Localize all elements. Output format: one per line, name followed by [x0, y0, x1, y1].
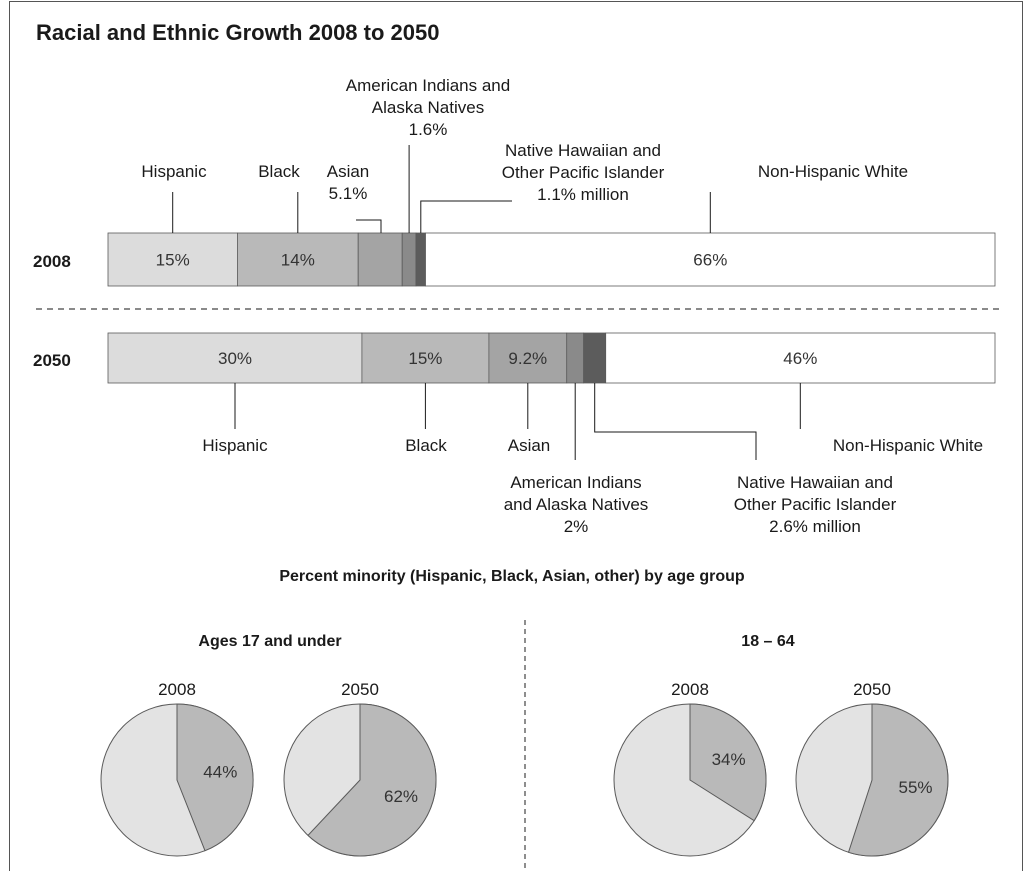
leader-2050-native-hawaiian-and-other-pacific-islander	[594, 383, 757, 460]
pie-section-title: Percent minority (Hispanic, Black, Asian…	[279, 568, 745, 585]
bar-segment-2008-asian	[357, 232, 403, 287]
pie-minority-slice-ages-17-and-under-2050	[307, 703, 437, 857]
pie-value-label-ages-17-and-under-2050: 62%	[384, 787, 418, 806]
bar-2008: 15% 14% 66%	[107, 232, 996, 287]
callout-leader-lines	[172, 145, 801, 460]
pie-group-title-under-17: Ages 17 and under	[198, 633, 341, 650]
callout-2008-american-indians-and-alaska-natives-line2: Alaska Natives	[372, 98, 484, 117]
pie-group-title-18-64: 18 – 64	[741, 633, 794, 650]
pie-year-label-18-64-2050: 2050	[853, 680, 891, 699]
callout-2050-black-line1: Black	[405, 436, 447, 455]
year-label-2050: 2050	[33, 351, 71, 370]
bar-2050: 30% 15% 9.2% 46%	[107, 332, 996, 384]
callout-2050-non-hispanic-white-line1: Non-Hispanic White	[833, 436, 983, 455]
callout-2008-asian-line1: Asian	[327, 162, 370, 181]
bar-segment-2008-hispanic	[107, 232, 238, 287]
bar-segment-2050-american-indians-and-alaska-natives	[566, 332, 585, 384]
bar-segment-2050-asian	[488, 332, 568, 384]
pie-value-label-18-64-2050: 55%	[898, 778, 932, 797]
callout-2050-native-hawaiian-and-other-pacific-islander-line1: Native Hawaiian and	[737, 473, 893, 492]
callout-2008-american-indians-and-alaska-natives-line3: 1.6%	[409, 120, 448, 139]
callout-2050-american-indians-and-alaska-natives-line1: American Indians	[510, 473, 641, 492]
bar-segment-2008-american-indians-and-alaska-natives	[401, 232, 417, 287]
pie-year-label-ages-17-and-under-2008: 2008	[158, 680, 196, 699]
outer-border	[9, 1, 1023, 871]
bar-segment-2008-native-hawaiian-and-other-pacific-islander	[415, 232, 426, 287]
callout-2008-native-hawaiian-and-other-pacific-islander-line3: 1.1% million	[537, 185, 629, 204]
pie-minority-slice-18-64-2008	[689, 703, 767, 822]
leader-2008-asian	[356, 219, 382, 233]
callout-labels: Hispanic Black Asian 5.1% American Indians a…	[141, 76, 983, 536]
pie-year-label-ages-17-and-under-2050: 2050	[341, 680, 379, 699]
callout-2008-asian-line2: 5.1%	[329, 184, 368, 203]
callout-2050-american-indians-and-alaska-natives-line3: 2%	[564, 517, 589, 536]
bar-segment-2050-native-hawaiian-and-other-pacific-islander	[583, 332, 607, 384]
callout-2008-american-indians-and-alaska-natives-line1: American Indians and	[346, 76, 510, 95]
callout-2008-native-hawaiian-and-other-pacific-islander-line1: Native Hawaiian and	[505, 141, 661, 160]
pie-minority-slice-ages-17-and-under-2008	[176, 703, 254, 852]
pie-charts: 2008 44% 2050 62% 2008 34% 2050 55%	[100, 680, 949, 857]
pie-value-label-18-64-2008: 34%	[712, 750, 746, 769]
bar-value-label-2050-hispanic: 30%	[218, 349, 252, 368]
callout-2008-non-hispanic-white-line1: Non-Hispanic White	[758, 162, 908, 181]
bar-value-label-2008-hispanic: 15%	[156, 251, 190, 270]
bar-segment-2008-black	[236, 232, 359, 287]
callout-2050-native-hawaiian-and-other-pacific-islander-line2: Other Pacific Islander	[734, 495, 897, 514]
bar-value-label-2050-asian: 9.2%	[508, 349, 547, 368]
bar-segment-2050-non-hispanic-white	[605, 332, 996, 384]
callout-2050-hispanic-line1: Hispanic	[202, 436, 268, 455]
chart-title: Racial and Ethnic Growth 2008 to 2050	[36, 20, 439, 45]
callout-2008-hispanic-line1: Hispanic	[141, 162, 207, 181]
pie-minority-slice-18-64-2050	[847, 703, 949, 857]
bar-value-label-2008-non-hispanic-white: 66%	[693, 251, 727, 270]
bar-segment-2008-non-hispanic-white	[425, 232, 996, 287]
callout-2050-native-hawaiian-and-other-pacific-islander-line3: 2.6% million	[769, 517, 861, 536]
pie-value-label-ages-17-and-under-2008: 44%	[203, 763, 237, 782]
callout-2050-american-indians-and-alaska-natives-line2: and Alaska Natives	[504, 495, 649, 514]
callout-2050-asian-line1: Asian	[508, 436, 551, 455]
bar-value-label-2050-non-hispanic-white: 46%	[783, 349, 817, 368]
pie-year-label-18-64-2008: 2008	[671, 680, 709, 699]
year-label-2008: 2008	[33, 252, 71, 271]
bar-value-label-2008-black: 14%	[281, 251, 315, 270]
bar-value-label-2050-black: 15%	[408, 349, 442, 368]
callout-2008-black-line1: Black	[258, 162, 300, 181]
leader-2008-native-hawaiian-and-other-pacific-islander	[420, 200, 512, 233]
callout-2008-native-hawaiian-and-other-pacific-islander-line2: Other Pacific Islander	[502, 163, 665, 182]
